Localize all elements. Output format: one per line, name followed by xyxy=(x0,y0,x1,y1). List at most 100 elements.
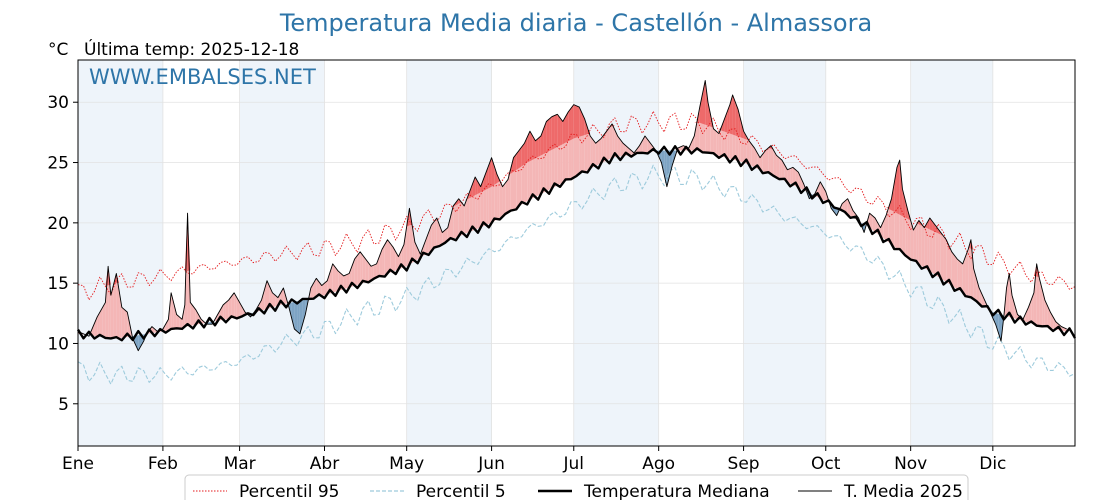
fill-above-p95 xyxy=(899,160,903,217)
fill-above-median xyxy=(790,167,793,185)
fill-above-median xyxy=(387,239,391,274)
y-tick-label: 5 xyxy=(58,395,69,415)
fill-above-median xyxy=(760,154,763,171)
fill-above-median xyxy=(749,140,752,167)
fill-above-median xyxy=(962,256,966,295)
fill-above-p95 xyxy=(699,93,703,124)
month-shade-jul xyxy=(573,60,659,446)
fill-above-median xyxy=(888,198,892,245)
fill-above-p95 xyxy=(581,113,585,136)
fill-above-median xyxy=(924,222,928,270)
fill-above-median xyxy=(368,262,372,282)
fill-above-median xyxy=(779,157,782,180)
fill-above-p95 xyxy=(560,117,563,146)
fill-above-median xyxy=(351,259,355,287)
fill-above-median xyxy=(119,290,122,339)
fill-above-median xyxy=(768,145,771,175)
fill-above-median xyxy=(176,314,180,329)
fill-above-median xyxy=(379,249,383,277)
fill-above-p95 xyxy=(891,183,895,212)
fill-above-p95 xyxy=(480,179,484,193)
fill-below-median xyxy=(672,150,676,165)
fill-above-median xyxy=(620,139,624,157)
fill-above-median xyxy=(321,283,325,296)
fill-above-median xyxy=(918,220,922,267)
fill-above-p95 xyxy=(477,181,481,194)
fill-above-p95 xyxy=(518,146,522,169)
fill-above-p95 xyxy=(551,115,555,150)
fill-above-median xyxy=(453,202,456,239)
fill-above-p95 xyxy=(543,121,547,155)
fill-above-median xyxy=(261,290,265,311)
x-tick-label: Nov xyxy=(894,454,927,474)
fill-above-median xyxy=(434,218,437,250)
fill-above-median xyxy=(976,278,980,304)
fill-above-median xyxy=(850,204,854,218)
fill-above-median xyxy=(431,221,435,251)
fill-above-median xyxy=(770,145,774,176)
fill-above-median xyxy=(880,221,884,239)
fill-above-p95 xyxy=(494,166,498,185)
fill-above-median xyxy=(313,278,317,298)
fill-above-median xyxy=(151,326,155,334)
fill-above-median xyxy=(124,309,128,338)
fill-above-median xyxy=(844,198,848,215)
fill-above-median xyxy=(1033,263,1037,325)
fill-above-p95 xyxy=(732,94,736,136)
fill-above-median xyxy=(954,255,958,290)
fill-above-p95 xyxy=(464,198,467,201)
fill-above-p95 xyxy=(694,121,698,123)
fill-above-median xyxy=(461,202,465,236)
fill-above-p95 xyxy=(499,179,503,182)
fill-above-median xyxy=(612,123,615,158)
fill-above-median xyxy=(910,220,914,261)
fill-above-p95 xyxy=(571,104,574,140)
chart-title: Temperatura Media diaria - Castellón - A… xyxy=(279,9,872,37)
fill-above-p95 xyxy=(729,94,733,135)
x-tick-label: Ago xyxy=(642,454,675,474)
fill-above-median xyxy=(121,307,125,338)
fill-above-p95 xyxy=(573,104,577,139)
fill-above-median xyxy=(239,302,243,317)
fill-above-median xyxy=(228,296,232,319)
legend-label-p95: Percentil 95 xyxy=(239,482,339,500)
x-tick-label: Ene xyxy=(62,454,94,474)
fill-above-median xyxy=(499,180,503,218)
y-tick-label: 20 xyxy=(47,214,69,234)
fill-above-median xyxy=(1006,273,1010,317)
fill-above-median xyxy=(384,239,388,275)
fill-above-median xyxy=(981,294,985,307)
fill-above-p95 xyxy=(513,154,517,172)
fill-above-median xyxy=(907,210,911,260)
y-tick-label: 10 xyxy=(47,334,69,354)
fill-above-median xyxy=(957,259,960,291)
fill-above-median xyxy=(477,181,481,229)
fill-above-median xyxy=(938,228,941,279)
fill-above-median xyxy=(965,249,969,297)
y-axis: 5 10 15 20 25 30 xyxy=(47,93,78,415)
legend-label-year: T. Media 2025 xyxy=(843,482,963,500)
fill-below-median xyxy=(302,299,306,325)
fill-above-median xyxy=(283,287,287,305)
fill-above-p95 xyxy=(565,111,569,143)
fill-above-p95 xyxy=(524,137,528,165)
fill-above-median xyxy=(883,215,887,241)
fill-above-median xyxy=(97,312,100,337)
legend-label-median: Temperatura Mediana xyxy=(583,482,770,500)
fill-above-median xyxy=(371,265,374,280)
x-tick-label: Jun xyxy=(477,454,505,474)
fill-above-median xyxy=(949,245,952,286)
fill-above-median xyxy=(116,273,120,339)
fill-above-median xyxy=(1039,278,1043,327)
fill-above-median xyxy=(644,135,648,153)
fill-above-median xyxy=(869,213,873,230)
fill-above-median xyxy=(787,168,791,184)
fill-above-median xyxy=(373,263,377,279)
x-tick-label: Feb xyxy=(148,454,178,474)
fill-above-median xyxy=(1053,316,1056,330)
fill-above-median xyxy=(382,244,385,276)
fill-above-median xyxy=(428,225,432,253)
fill-above-median xyxy=(743,131,747,164)
fill-above-median xyxy=(1044,300,1048,328)
fill-above-median xyxy=(765,148,769,174)
